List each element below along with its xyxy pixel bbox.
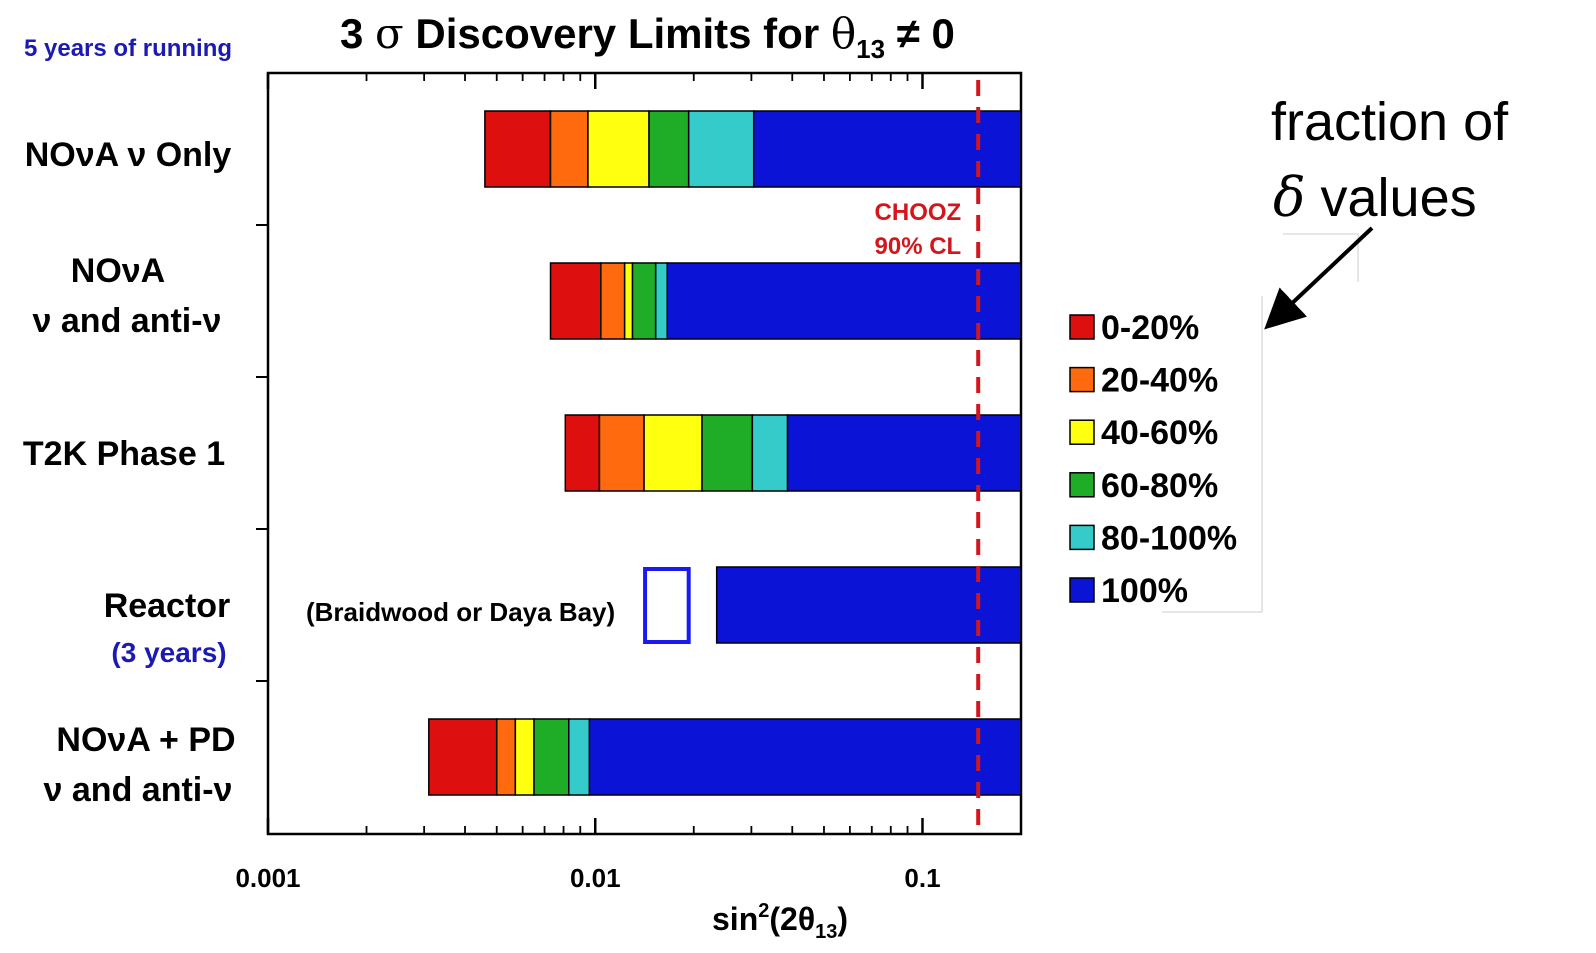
x-tick-label: 0.001 bbox=[235, 863, 300, 893]
legend-swatch bbox=[1069, 524, 1095, 551]
x-axis-label: sin2(2θ13) bbox=[712, 900, 848, 943]
legend-label: 100% bbox=[1101, 572, 1188, 610]
legend-guide-line bbox=[1162, 296, 1263, 613]
bar-segment-60-80pct bbox=[648, 110, 690, 188]
legend: 0-20% 20-40% 40-60% 60-80% 80-100% 100% bbox=[1069, 309, 1237, 610]
bar-segment-80-100pct bbox=[751, 414, 789, 492]
bar-segment-80-100pct bbox=[687, 110, 755, 188]
row-label-t2k: T2K Phase 1 bbox=[23, 435, 225, 473]
chooz-label-line2: 90% CL bbox=[875, 233, 962, 260]
reactor-note: (Braidwood or Daya Bay) bbox=[306, 597, 615, 627]
legend-swatch bbox=[1069, 577, 1095, 603]
bar-segment-40-60pct bbox=[514, 718, 535, 796]
bar-segment-100pct bbox=[588, 718, 1022, 796]
bar-segment-60-80pct bbox=[701, 414, 754, 492]
bar-segment-20-40pct bbox=[600, 262, 626, 340]
bar-segment-100pct bbox=[666, 262, 1022, 340]
legend-label: 40-60% bbox=[1101, 414, 1218, 452]
bar-segment-20-40pct bbox=[598, 414, 645, 492]
bar-segment-0-20pct bbox=[428, 718, 498, 796]
bar-segment-60-80pct bbox=[533, 718, 570, 796]
bar-segment-0-20pct bbox=[484, 110, 552, 188]
annotation-guide-line bbox=[1283, 233, 1359, 282]
side-annotation-line2: δ values bbox=[1273, 166, 1477, 229]
bar-segment-40-60pct bbox=[643, 414, 703, 492]
bar-segment-40-60pct bbox=[587, 110, 650, 188]
legend-label: 60-80% bbox=[1101, 467, 1218, 505]
legend-swatch bbox=[1069, 314, 1095, 340]
reactor-marker-box bbox=[643, 567, 691, 644]
bar-segment-0-20pct bbox=[564, 414, 601, 492]
bar-segment-100pct bbox=[786, 414, 1022, 492]
row-label-nova-line1: NOνA bbox=[71, 252, 165, 290]
chooz-label-line1: CHOOZ bbox=[875, 199, 962, 226]
bar-segment-100pct bbox=[715, 566, 1022, 644]
annotation-arrow bbox=[1264, 226, 1374, 330]
chart-subtitle: 5 years of running bbox=[24, 35, 232, 62]
legend-swatch bbox=[1069, 472, 1095, 498]
bar-segment-20-40pct bbox=[549, 110, 589, 188]
x-axis-ticks bbox=[266, 73, 1022, 834]
bar-segment-20-40pct bbox=[495, 718, 517, 796]
legend-label: 20-40% bbox=[1101, 362, 1218, 400]
legend-swatch bbox=[1069, 419, 1095, 445]
side-annotation-line1: fraction of bbox=[1271, 92, 1509, 152]
legend-swatch bbox=[1069, 366, 1095, 393]
row-sublabel-reactor: (3 years) bbox=[111, 637, 226, 668]
legend-label: 0-20% bbox=[1101, 309, 1199, 347]
row-label-reactor: Reactor bbox=[104, 587, 231, 625]
row-label-nova-line2: ν and anti-ν bbox=[33, 302, 222, 340]
bar-segment-100pct bbox=[752, 110, 1022, 188]
legend-label: 80-100% bbox=[1101, 519, 1237, 557]
bar-segment-80-100pct bbox=[568, 718, 591, 796]
bar-segment-0-20pct bbox=[549, 262, 602, 340]
row-label-novapd-line1: NOνA + PD bbox=[56, 721, 235, 759]
x-tick-label: 0.01 bbox=[570, 863, 621, 893]
row-label-novapd-line2: ν and anti-ν bbox=[44, 771, 233, 809]
bar-segment-60-80pct bbox=[631, 262, 657, 340]
bars bbox=[428, 110, 1022, 796]
row-dividers bbox=[256, 224, 268, 682]
bar-segment-40-60pct bbox=[623, 262, 634, 340]
chart-title: 3 σ Discovery Limits for θ13 ≠ 0 bbox=[340, 9, 955, 64]
x-tick-label: 0.1 bbox=[904, 863, 940, 893]
bar-segment-80-100pct bbox=[654, 262, 669, 340]
row-label-nova-nu-only: NOνA ν Only bbox=[25, 136, 232, 174]
row-labels: NOνA ν Only NOνA ν and anti-ν T2K Phase … bbox=[23, 136, 236, 809]
